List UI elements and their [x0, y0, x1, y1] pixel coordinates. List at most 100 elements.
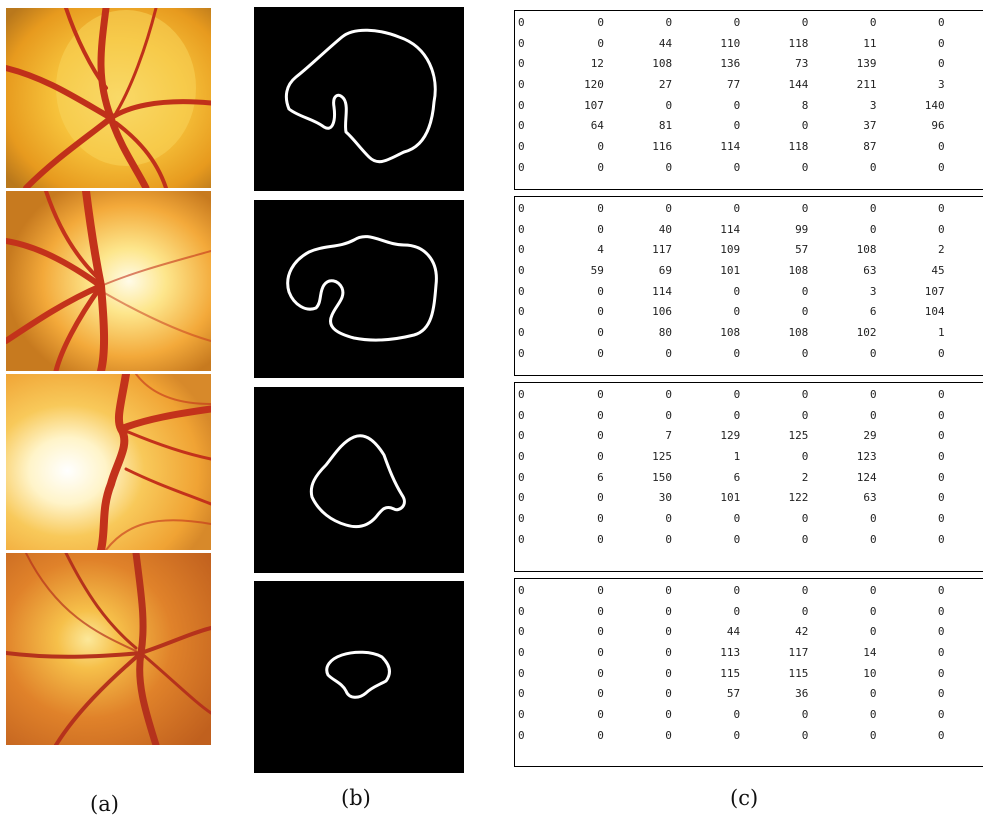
matrix-cell: 0 — [945, 529, 983, 550]
fundus-image-2 — [6, 191, 211, 371]
matrix-cell: 0 — [518, 532, 525, 546]
matrix-cell: 0 — [937, 511, 945, 525]
matrix-cell: 0 — [869, 687, 877, 701]
matrix-cell: 0 — [665, 728, 672, 742]
matrix-cell: 0 — [945, 508, 983, 529]
matrix-cell: 0 — [518, 284, 525, 298]
matrix-cell: 102 — [856, 325, 877, 339]
matrix-cell: 0 — [945, 260, 983, 281]
matrix-cell: 0 — [665, 687, 672, 701]
matrix-cell: 140 — [924, 98, 945, 112]
matrix-cell: 30 — [658, 491, 672, 505]
matrix-cell: 29 — [863, 429, 877, 443]
matrix-cell: 0 — [518, 645, 525, 659]
matrix-cell: 0 — [801, 728, 809, 742]
matrix-cell: 118 — [788, 36, 809, 50]
matrix-cell: 108 — [856, 243, 877, 257]
matrix-cell: 0 — [518, 429, 525, 443]
matrix-cell: 6 — [597, 470, 604, 484]
matrix-cell: 0 — [938, 160, 945, 174]
matrix-cell: 42 — [795, 625, 809, 639]
fundus-image-3 — [6, 374, 211, 550]
matrix-cell: 0 — [665, 583, 672, 597]
matrix-cell: 0 — [801, 387, 809, 401]
matrix-cell: 59 — [590, 263, 604, 277]
matrix-cell: 0 — [945, 12, 983, 33]
matrix-cell: 0 — [665, 387, 672, 401]
matrix-cell: 0 — [938, 222, 945, 236]
matrix-cell: 0 — [938, 139, 945, 153]
matrix-cell: 2 — [801, 470, 809, 484]
matrix-cell: 0 — [733, 511, 741, 525]
matrix-cell: 0 — [869, 604, 877, 618]
matrix-column: 0000000000441101181100012108136731390001… — [514, 10, 983, 773]
fundus-image-column — [6, 8, 211, 748]
matrix-cell: 108 — [788, 263, 809, 277]
matrix-cell: 0 — [518, 57, 525, 71]
matrix-cell: 0 — [597, 201, 604, 215]
matrix-cell: 0 — [869, 346, 877, 360]
matrix-cell: 3 — [938, 77, 945, 91]
matrix-cell: 0 — [665, 532, 672, 546]
matrix-cell: 0 — [801, 707, 809, 721]
matrix-cell: 0 — [937, 728, 945, 742]
matrix-cell: 113 — [720, 645, 741, 659]
matrix-cell: 0 — [733, 284, 741, 298]
matrix-cell: 0 — [801, 604, 809, 618]
matrix-cell: 0 — [518, 243, 525, 257]
matrix-cell: 0 — [597, 387, 604, 401]
matrix-cell: 0 — [733, 160, 741, 174]
matrix-cell: 37 — [863, 119, 877, 133]
matrix-cell: 120 — [584, 77, 604, 91]
matrix-cell: 0 — [938, 201, 945, 215]
matrix-cell: 0 — [597, 491, 604, 505]
matrix-cell: 124 — [856, 470, 877, 484]
matrix-cell: 117 — [788, 645, 809, 659]
matrix-cell: 77 — [726, 77, 741, 91]
matrix-cell: 0 — [945, 405, 983, 426]
matrix-cell: 0 — [937, 532, 945, 546]
matrix-cell: 101 — [720, 263, 741, 277]
matrix-cell: 8 — [801, 98, 809, 112]
matrix-cell: 107 — [924, 284, 945, 298]
matrix-cell: 0 — [518, 15, 525, 29]
matrix-cell: 0 — [597, 728, 604, 742]
matrix-cell: 0 — [597, 15, 604, 29]
matrix-cell: 0 — [937, 707, 945, 721]
matrix-cell: 211 — [856, 77, 877, 91]
matrix-cell: 115 — [720, 666, 741, 680]
label-a: (a) — [90, 792, 119, 816]
matrix-cell: 0 — [597, 511, 604, 525]
matrix-cell: 0 — [665, 346, 672, 360]
matrix-cell: 0 — [801, 408, 809, 422]
matrix-cell: 0 — [869, 15, 877, 29]
matrix-cell: 0 — [869, 222, 877, 236]
matrix-cell: 96 — [931, 119, 945, 133]
matrix-cell: 115 — [788, 666, 809, 680]
matrix-cell: 0 — [665, 707, 672, 721]
matrix-cell: 44 — [658, 36, 673, 50]
matrix-cell: 144 — [788, 77, 809, 91]
matrix-cell: 150 — [652, 470, 672, 484]
matrix-cell: 0 — [597, 645, 604, 659]
matrix-cell: 0 — [518, 98, 525, 112]
matrix-cell: 64 — [590, 119, 604, 133]
matrix-cell: 0 — [945, 219, 983, 240]
matrix-cell: 57 — [795, 243, 809, 257]
fundus-image-1 — [6, 8, 211, 188]
matrix-cell: 0 — [945, 95, 983, 116]
matrix-cell: 0 — [597, 583, 604, 597]
matrix-cell: 0 — [518, 139, 525, 153]
matrix-2: 0000000000401149900004117109571082005969… — [514, 196, 983, 376]
matrix-cell: 0 — [597, 139, 604, 153]
